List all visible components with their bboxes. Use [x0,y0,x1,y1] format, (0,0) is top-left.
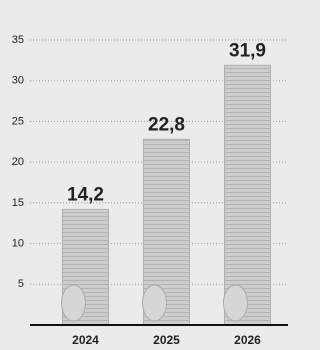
y-tick-label: 20 [12,156,24,168]
value-label: 31,9 [229,40,266,61]
page: 5101520253035202414,2202522,8202631,9 ((… [0,0,320,350]
y-tick-label: 25 [12,115,24,127]
y-tick-label: 35 [12,34,24,46]
coin [224,285,248,321]
coin [143,285,167,321]
x-tick-label: 2024 [72,333,99,347]
value-label: 14,2 [67,184,104,205]
value-label: 22,8 [148,114,185,135]
y-tick-label: 5 [18,278,24,290]
y-tick-label: 30 [12,75,24,87]
y-tick-label: 15 [12,197,24,209]
y-tick-label: 10 [12,237,24,249]
coin [62,285,86,321]
x-tick-label: 2026 [234,333,261,347]
x-tick-label: 2025 [153,333,180,347]
